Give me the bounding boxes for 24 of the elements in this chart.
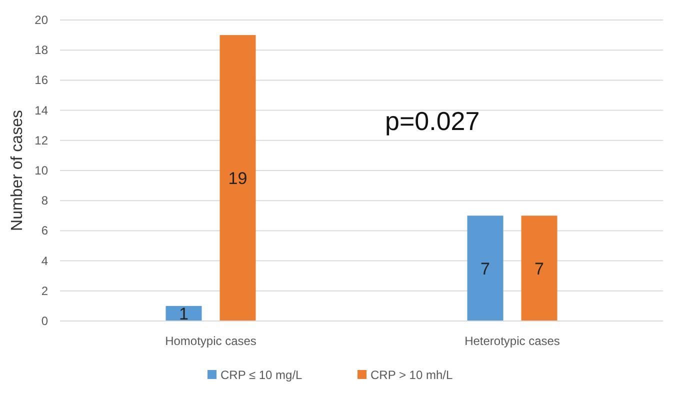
data-label: 7	[480, 259, 490, 278]
y-tick-label: 0	[41, 314, 48, 328]
legend-label: CRP > 10 mh/L	[370, 368, 453, 382]
y-tick-label: 12	[34, 133, 48, 148]
y-tick-label: 18	[34, 43, 48, 58]
legend-label: CRP ≤ 10 mg/L	[220, 368, 303, 382]
y-tick-label: 16	[34, 73, 48, 88]
x-tick-label: Heterotypic cases	[464, 334, 560, 348]
data-label: 7	[534, 259, 544, 278]
bar	[521, 216, 558, 321]
y-tick-label: 4	[41, 254, 48, 268]
data-label: 1	[179, 304, 188, 324]
y-tick-label: 10	[34, 164, 48, 178]
bar	[220, 35, 256, 321]
y-tick-label: 14	[34, 103, 48, 118]
y-tick-label: 6	[41, 224, 48, 238]
y-axis-title: Number of cases	[9, 110, 26, 231]
y-tick-label: 2	[41, 284, 48, 298]
y-tick-label: 8	[41, 194, 48, 208]
x-tick-label: Homotypic cases	[165, 334, 256, 348]
annotation: p=0.027	[385, 106, 480, 136]
bar	[467, 216, 504, 321]
data-label: 19	[228, 169, 248, 188]
y-tick-label: 20	[34, 13, 48, 27]
